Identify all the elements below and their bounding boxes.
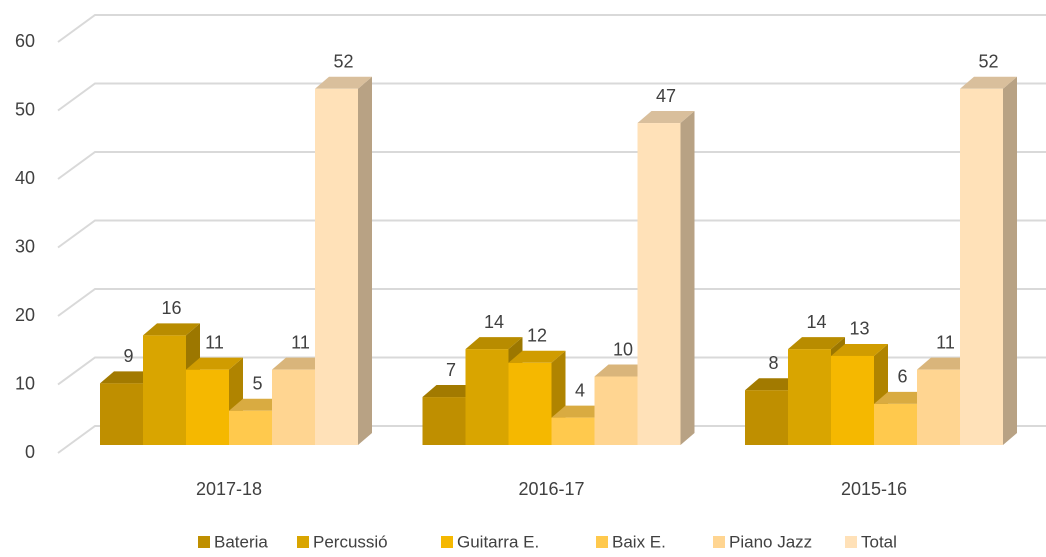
bar	[143, 335, 186, 445]
bar-top	[551, 405, 609, 418]
data-label: 12	[527, 326, 547, 346]
grid-line	[57, 219, 1046, 249]
bar-top	[960, 76, 1017, 89]
y-tick-label: 60	[15, 31, 35, 51]
bar-top	[229, 398, 286, 411]
bar	[229, 410, 272, 445]
legend-swatch	[198, 536, 210, 548]
bar-top	[874, 391, 931, 404]
legend-label: Baix E.	[612, 532, 666, 551]
y-tick-label: 50	[15, 99, 35, 119]
bar	[315, 88, 358, 446]
y-tick-label: 20	[15, 305, 35, 325]
bar-top	[831, 343, 888, 356]
legend-label: Percussió	[313, 532, 388, 551]
legend-label: Total	[861, 532, 897, 551]
legend-swatch	[441, 536, 453, 548]
data-label: 11	[291, 332, 310, 352]
grid-line	[57, 151, 1046, 180]
data-label: 5	[252, 374, 262, 394]
x-tick-label: 2017-18	[196, 479, 262, 499]
data-label: 11	[205, 332, 224, 352]
x-tick-label: 2015-16	[841, 479, 907, 499]
data-label: 52	[333, 52, 353, 72]
grid-line	[57, 14, 1046, 43]
data-label: 10	[613, 339, 633, 359]
bar	[788, 349, 831, 445]
y-tick-label: 30	[15, 236, 35, 256]
legend-swatch	[297, 536, 309, 548]
legend-label: Piano Jazz	[729, 532, 812, 551]
bar-top	[186, 357, 243, 370]
data-label: 7	[446, 360, 456, 380]
bar	[960, 88, 1003, 446]
bar	[186, 369, 229, 445]
data-label: 13	[849, 319, 869, 339]
bar-side	[1003, 76, 1017, 446]
grid-line	[57, 356, 1046, 386]
data-label: 4	[575, 380, 585, 400]
bar	[100, 383, 143, 445]
bar	[465, 349, 509, 445]
grid-line	[57, 288, 1046, 317]
y-tick-label: 0	[25, 442, 35, 462]
bar-top	[508, 350, 566, 363]
data-label: 14	[806, 312, 826, 332]
legend-swatch	[713, 536, 725, 548]
bar-side	[680, 111, 695, 446]
bar	[917, 369, 960, 445]
y-tick-label: 40	[15, 168, 35, 188]
bar	[831, 355, 874, 445]
bar-top	[745, 378, 802, 391]
bar-top	[100, 371, 157, 384]
bar-top	[315, 76, 372, 89]
bar	[874, 403, 917, 445]
legend-label: Guitarra E.	[457, 532, 539, 551]
data-label: 14	[484, 312, 504, 332]
bar	[637, 123, 681, 446]
data-label: 47	[656, 86, 676, 106]
bar	[422, 397, 466, 445]
bar-top	[143, 323, 200, 336]
data-label: 11	[936, 332, 955, 352]
bar	[594, 376, 638, 445]
data-label: 6	[897, 367, 907, 387]
bar-top	[594, 364, 652, 377]
bar-top	[917, 357, 974, 370]
bar-top	[465, 337, 523, 350]
bar	[272, 369, 315, 445]
bar	[745, 390, 788, 445]
legend-swatch	[845, 536, 857, 548]
x-tick-label: 2016-17	[518, 479, 584, 499]
legend-swatch	[596, 536, 608, 548]
legend-label: Bateria	[214, 532, 268, 551]
bar-top	[637, 111, 695, 124]
bar	[508, 362, 552, 445]
bar	[551, 417, 595, 445]
bar-top	[272, 357, 329, 370]
grid-line	[57, 425, 1046, 454]
bar-side	[358, 76, 372, 446]
bar-top	[788, 337, 845, 350]
y-tick-label: 10	[15, 373, 35, 393]
data-label: 8	[768, 353, 778, 373]
data-label: 9	[123, 346, 133, 366]
data-label: 52	[978, 52, 998, 72]
grid-line	[57, 82, 1046, 112]
data-label: 16	[161, 298, 181, 318]
bar-top	[422, 385, 480, 398]
